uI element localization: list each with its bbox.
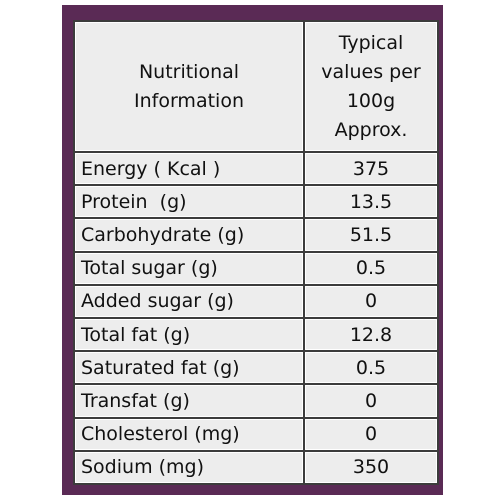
nutrient-name: Transfat (g) bbox=[73, 383, 305, 419]
nutrient-name: Total fat (g) bbox=[73, 316, 305, 353]
nutrient-value: 375 bbox=[303, 150, 439, 187]
nutrient-value: 350 bbox=[303, 449, 439, 486]
nutrient-name: Energy ( Kcal ) bbox=[73, 150, 305, 187]
nutrient-value: 12.8 bbox=[303, 316, 439, 353]
label-panel: Nutritional Information Typical values p… bbox=[62, 5, 443, 495]
table-row: Added sugar (g) 0 bbox=[73, 283, 439, 319]
nutrient-value: 13.5 bbox=[303, 184, 439, 220]
table-row: Carbohydrate (g) 51.5 bbox=[73, 217, 439, 253]
nutrient-value: 51.5 bbox=[303, 217, 439, 253]
header-row: Nutritional Information Typical values p… bbox=[73, 20, 439, 153]
table-row: Saturated fat (g) 0.5 bbox=[73, 350, 439, 386]
nutrition-table: Nutritional Information Typical values p… bbox=[73, 20, 439, 486]
header-cell: Nutritional Information bbox=[73, 20, 305, 153]
nutrient-value: 0 bbox=[303, 383, 439, 419]
table-row: Cholesterol (mg) 0 bbox=[73, 416, 439, 452]
header-text: Nutritional Information bbox=[134, 60, 244, 112]
table-row: Energy ( Kcal ) 375 bbox=[73, 150, 439, 187]
table-row: Sodium (mg) 350 bbox=[73, 449, 439, 486]
nutrient-value: 0.5 bbox=[303, 350, 439, 386]
nutrient-name: Carbohydrate (g) bbox=[73, 217, 305, 253]
nutrient-name: Saturated fat (g) bbox=[73, 350, 305, 386]
table-row: Transfat (g) 0 bbox=[73, 383, 439, 419]
nutrient-name: Total sugar (g) bbox=[73, 250, 305, 286]
nutrient-value: 0.5 bbox=[303, 250, 439, 286]
table-row: Total fat (g) 12.8 bbox=[73, 316, 439, 353]
table-row: Total sugar (g) 0.5 bbox=[73, 250, 439, 286]
nutrient-name: Added sugar (g) bbox=[73, 283, 305, 319]
nutrient-value: 0 bbox=[303, 283, 439, 319]
nutrient-value: 0 bbox=[303, 416, 439, 452]
header-cell: Typical values per 100g Approx. bbox=[303, 20, 439, 153]
nutrient-name: Cholesterol (mg) bbox=[73, 416, 305, 452]
table-body: Energy ( Kcal ) 375 Protein (g) 13.5 Carbohy… bbox=[73, 150, 439, 486]
nutrient-name: Sodium (mg) bbox=[73, 449, 305, 486]
table-row: Protein (g) 13.5 bbox=[73, 184, 439, 220]
nutrient-name: Protein (g) bbox=[73, 184, 305, 220]
